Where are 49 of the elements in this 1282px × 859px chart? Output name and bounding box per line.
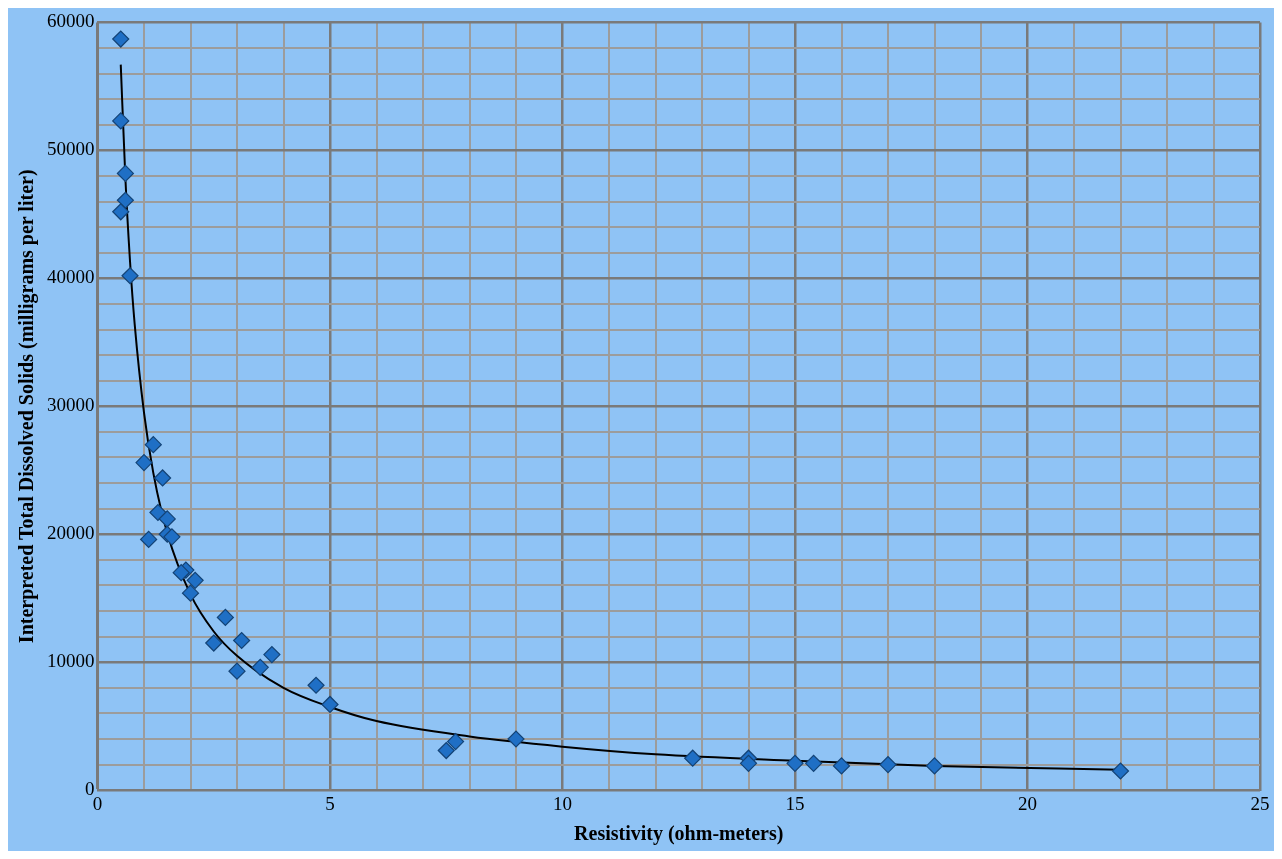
point	[205, 634, 223, 652]
point	[181, 584, 200, 602]
point	[154, 469, 172, 487]
point	[172, 564, 190, 582]
x-tick-label: 20	[1018, 792, 1037, 814]
point	[228, 662, 246, 680]
x-tick-label: 5	[325, 792, 335, 814]
point	[116, 164, 134, 182]
y-tick-label: 10000	[47, 650, 95, 672]
point	[140, 530, 158, 548]
point	[112, 30, 130, 48]
point	[186, 571, 204, 589]
point	[144, 436, 162, 454]
y-axis-title: Interpreted Total Dissolved Solids (milligrams per liter)	[15, 169, 39, 644]
point	[263, 645, 281, 664]
point	[149, 503, 167, 522]
x-tick-label: 15	[785, 792, 805, 814]
point	[158, 510, 176, 528]
point	[437, 741, 455, 760]
point	[786, 754, 804, 772]
point	[112, 203, 130, 221]
point	[507, 730, 525, 748]
point	[116, 191, 134, 209]
x-axis-title: Resistivity (ohm-meters)	[574, 822, 784, 846]
point	[216, 608, 234, 627]
point	[879, 756, 897, 774]
point	[1111, 762, 1130, 780]
y-tick-label: 40000	[47, 266, 95, 288]
point	[805, 754, 823, 772]
y-tick-label: 20000	[47, 522, 95, 544]
point	[307, 676, 325, 694]
point	[321, 695, 339, 714]
y-tick-label: 60000	[47, 10, 95, 32]
point	[112, 112, 130, 130]
y-tick-label: 0	[85, 778, 95, 800]
point	[446, 732, 465, 751]
point	[121, 267, 139, 285]
point	[251, 658, 269, 676]
point	[163, 528, 181, 546]
point	[832, 757, 851, 775]
point	[135, 454, 153, 472]
x-tick-label: 25	[1250, 792, 1270, 814]
x-tick-label: 10	[553, 792, 572, 814]
point	[684, 749, 702, 767]
y-tick-label: 30000	[47, 394, 95, 416]
point	[739, 754, 758, 772]
point	[233, 631, 251, 650]
y-tick-label: 50000	[47, 138, 95, 160]
point	[925, 757, 944, 775]
